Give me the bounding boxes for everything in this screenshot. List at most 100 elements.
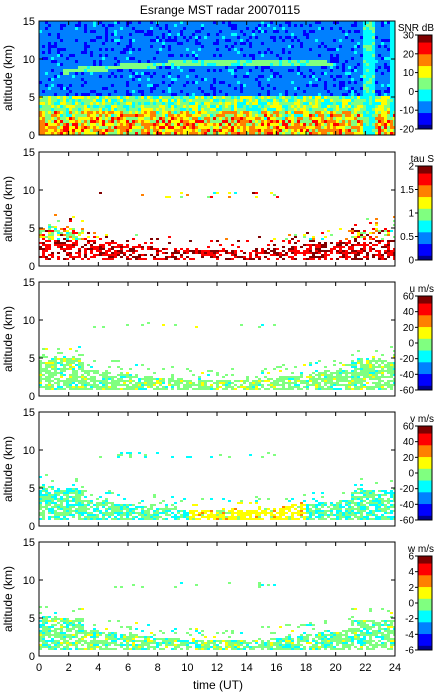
heatmap-cell <box>324 78 327 81</box>
heatmap-cell <box>75 45 78 48</box>
heatmap-cell <box>306 57 309 60</box>
heatmap-cell <box>129 126 132 129</box>
heatmap-cell <box>261 99 264 102</box>
heatmap-cell <box>165 126 168 129</box>
heatmap-cell <box>327 93 330 96</box>
heatmap-cell <box>144 30 147 33</box>
heatmap-cell <box>330 39 333 42</box>
heatmap-cell <box>78 99 81 102</box>
heatmap-cell <box>141 33 144 36</box>
heatmap-cell <box>342 93 345 96</box>
heatmap-cell <box>267 81 270 84</box>
heatmap-cell <box>225 258 228 260</box>
heatmap-cell <box>285 99 288 102</box>
heatmap-cell <box>216 54 219 57</box>
heatmap-cell <box>273 66 276 69</box>
heatmap-cell <box>285 69 288 72</box>
heatmap-cell <box>171 24 174 27</box>
heatmap-cell <box>162 54 165 57</box>
heatmap-cell <box>150 99 153 102</box>
heatmap-cell <box>276 36 279 39</box>
heatmap-cell <box>150 111 153 114</box>
heatmap-cell <box>69 234 72 236</box>
heatmap-cell <box>114 111 117 114</box>
heatmap-cell <box>195 66 198 69</box>
heatmap-cell <box>72 84 75 87</box>
heatmap-cell <box>231 84 234 87</box>
heatmap-cell <box>180 102 183 105</box>
heatmap-cell <box>378 105 381 108</box>
heatmap-cell <box>186 129 189 132</box>
heatmap-cell <box>162 75 165 78</box>
heatmap-cell <box>141 57 144 60</box>
heatmap-cell <box>81 45 84 48</box>
heatmap-cell <box>240 108 243 111</box>
heatmap-cell <box>84 81 87 84</box>
heatmap-cell <box>216 75 219 78</box>
heatmap-cell <box>339 108 342 111</box>
heatmap-cell <box>177 33 180 36</box>
heatmap-cell <box>162 48 165 51</box>
heatmap-cell <box>285 120 288 123</box>
heatmap-cell <box>57 57 60 60</box>
heatmap-cell <box>174 252 177 254</box>
heatmap-cell <box>210 51 213 54</box>
heatmap-cell <box>105 108 108 111</box>
heatmap-cell <box>57 78 60 81</box>
heatmap-cell <box>84 24 87 27</box>
heatmap-cell <box>294 51 297 54</box>
heatmap-cell <box>111 60 114 63</box>
heatmap-cell <box>222 33 225 36</box>
heatmap-cell <box>222 27 225 30</box>
heatmap-cell <box>186 105 189 108</box>
heatmap-cell <box>219 244 222 246</box>
heatmap-cell <box>261 129 264 132</box>
heatmap-cell <box>303 33 306 36</box>
heatmap-cell <box>48 248 51 250</box>
heatmap-cell <box>108 39 111 42</box>
heatmap-cell <box>366 75 369 78</box>
heatmap-cell <box>336 60 339 63</box>
heatmap-cell <box>228 30 231 33</box>
heatmap-cell <box>120 54 123 57</box>
heatmap-cell <box>57 111 60 114</box>
heatmap-cell <box>333 117 336 120</box>
heatmap-cell <box>267 24 270 27</box>
heatmap-cell <box>366 105 369 108</box>
heatmap-cell <box>270 84 273 87</box>
heatmap-cell <box>291 48 294 51</box>
heatmap-cell <box>222 30 225 33</box>
heatmap-cell <box>225 45 228 48</box>
heatmap-cell <box>99 48 102 51</box>
heatmap-cell <box>285 114 288 117</box>
heatmap-cell <box>216 108 219 111</box>
heatmap-cell <box>162 132 165 135</box>
heatmap-cell <box>162 114 165 117</box>
heatmap-cell <box>351 117 354 120</box>
heatmap-cell <box>309 75 312 78</box>
heatmap-cell <box>375 33 378 36</box>
heatmap-cell <box>336 45 339 48</box>
heatmap-cell <box>144 111 147 114</box>
heatmap-cell <box>174 132 177 135</box>
colorbar-segment <box>418 79 432 83</box>
heatmap-cell <box>132 48 135 51</box>
heatmap-cell <box>225 105 228 108</box>
heatmap-cell <box>210 90 213 93</box>
heatmap-cell <box>231 75 234 78</box>
heatmap-cell <box>171 123 174 126</box>
heatmap-cell <box>294 27 297 30</box>
heatmap-cell <box>45 54 48 57</box>
heatmap-cell <box>264 45 267 48</box>
heatmap-cell <box>324 132 327 135</box>
heatmap-cell <box>66 33 69 36</box>
colorbar-segment <box>418 39 432 43</box>
heatmap-cell <box>201 105 204 108</box>
heatmap-cell <box>279 132 282 135</box>
heatmap-cell <box>72 45 75 48</box>
heatmap-cell <box>66 84 69 87</box>
heatmap-cell <box>186 69 189 72</box>
heatmap-cell <box>57 244 60 246</box>
heatmap-cell <box>306 129 309 132</box>
heatmap-cell <box>300 63 303 66</box>
